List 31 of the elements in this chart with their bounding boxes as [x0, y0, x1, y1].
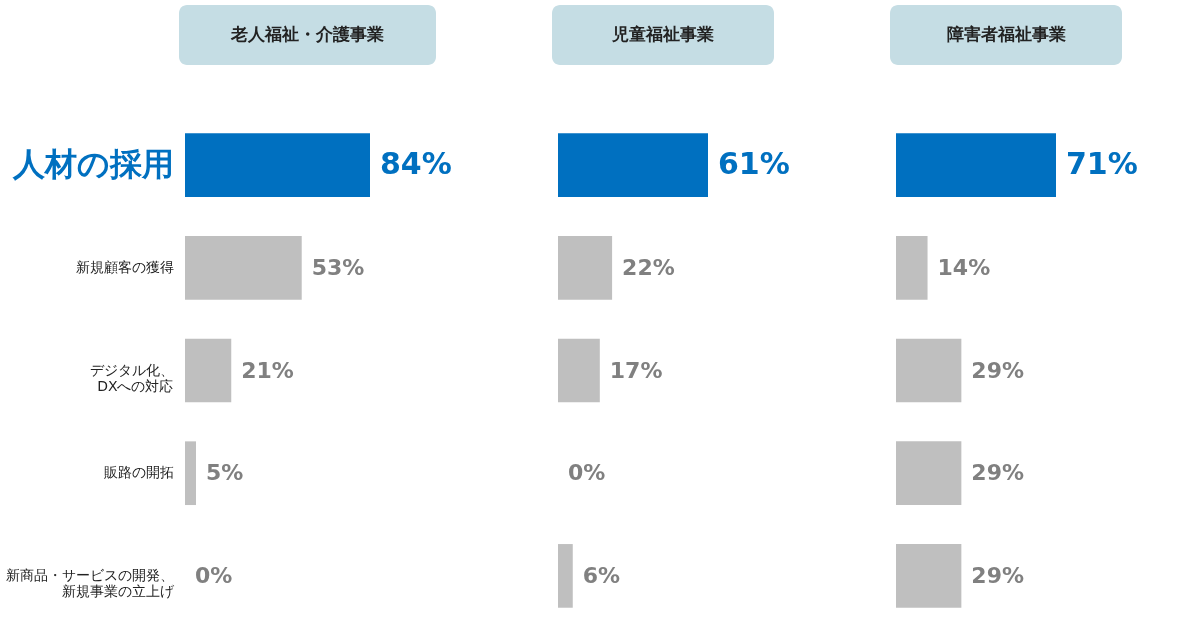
bar: [558, 235, 613, 300]
data-label: 21%: [241, 357, 294, 383]
data-label: 61%: [718, 146, 790, 182]
data-label: 5%: [206, 460, 244, 486]
data-label: 29%: [971, 460, 1025, 486]
bar: [185, 133, 370, 197]
y-tick-label: 販路の開拓: [103, 464, 174, 481]
bar: [558, 133, 708, 197]
y-tick-label: 新規顧客の獲得: [75, 258, 174, 275]
data-label: 29%: [971, 357, 1025, 383]
data-label: 22%: [622, 254, 675, 280]
chart-title: 障害者福祉事業: [946, 24, 1066, 44]
data-label: 6%: [582, 562, 621, 588]
data-label: 14%: [937, 254, 991, 280]
y-tick-label: 人材の採用: [11, 145, 174, 184]
bar: [558, 544, 573, 608]
chart-title: 老人福祉・介護事業: [230, 24, 384, 44]
data-label: 29%: [971, 562, 1025, 588]
data-label: 84%: [380, 146, 452, 182]
y-tick-label: デジタル化、DXへの対応: [89, 361, 174, 394]
data-label: 53%: [311, 254, 365, 280]
data-label: 0%: [568, 460, 606, 486]
y-tick-label: 新商品・サービスの開発、新規事業の立上げ: [5, 566, 175, 599]
bar: [185, 441, 197, 506]
data-label: 0%: [195, 562, 233, 588]
data-label: 17%: [609, 357, 663, 383]
data-label: 71%: [1066, 146, 1138, 182]
bar: [558, 338, 600, 403]
bar: [185, 338, 232, 403]
chart-title: 児童福祉事業: [611, 24, 714, 44]
bar: [185, 235, 302, 300]
